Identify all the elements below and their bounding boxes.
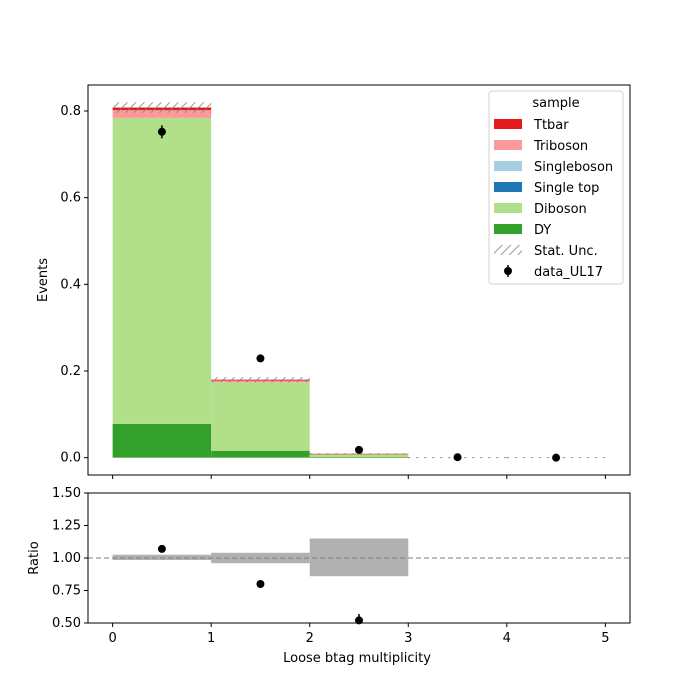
stat-unc-bin-0 [112,102,212,113]
stat-unc-bin-1 [211,377,310,383]
stack-bars [112,107,409,458]
main-x-axis-ticks [112,475,606,479]
legend-swatch-ttbar [494,119,522,129]
main-y-tick-label: 0.0 [60,451,81,466]
legend-title: sample [532,96,579,111]
legend-swatch-stat-unc [494,245,522,255]
bar-dy-bin-1 [211,450,310,458]
ratio-y-axis-label: Ratio [27,541,42,574]
x-axis-label: Loose btag multiplicity [283,651,431,666]
legend-items: Ttbar Triboson Singleboson Single top Diboso… [494,118,613,280]
data-point-0 [157,127,166,136]
bar-diboson-bin-0 [112,117,212,424]
main-y-tick-label: 0.2 [60,364,81,379]
x-tick-label: 0 [108,631,116,646]
data-points [157,125,561,462]
x-tick-label: 4 [503,631,511,646]
legend-swatch-data [504,267,512,275]
legend-swatch-dy [494,224,522,234]
bar-dy-bin-2 [309,456,409,458]
ratio-band-bin-2 [309,538,409,577]
main-y-tick-label: 0.4 [60,277,81,292]
ratio-point-2 [355,616,363,625]
ratio-y-tick-label: 1.00 [52,551,81,566]
main-y-tick-label: 0.6 [60,191,81,206]
legend-label-data: data_UL17 [534,265,603,280]
x-axis-ticks: 0 1 2 3 4 5 [108,623,610,646]
x-tick-label: 1 [207,631,215,646]
legend-swatch-diboson [494,203,522,213]
main-plot-area: 0.0 0.2 0.4 0.6 0.8 Events [36,84,631,479]
legend-swatch-single-top [494,182,522,192]
bar-dy-bin-0 [112,423,212,458]
main-y-axis-ticks: 0.0 0.2 0.4 0.6 0.8 [60,104,88,466]
x-tick-label: 2 [306,631,314,646]
data-point-3 [453,453,462,462]
bar-triboson-bin-0 [112,110,212,118]
ratio-y-tick-label: 0.75 [52,584,81,599]
legend-label-single-top: Single top [534,181,599,196]
ratio-points [157,544,363,625]
x-tick-label: 3 [404,631,412,646]
legend-label-stat-unc: Stat. Unc. [534,244,598,259]
bar-diboson-bin-2 [309,454,409,457]
legend-label-triboson: Triboson [533,139,588,154]
ratio-band-bin-0 [112,554,212,560]
ratio-point-0 [157,544,166,553]
bar-diboson-bin-1 [211,382,310,451]
ratio-y-tick-label: 0.50 [52,616,81,631]
main-plot-frame [87,84,631,476]
ratio-y-axis-ticks: 0.50 0.75 1.00 1.25 1.50 [52,486,88,631]
main-y-axis-label: Events [36,258,51,302]
data-point-1 [256,354,265,363]
legend-box [488,90,624,285]
ratio-point-1 [256,580,265,588]
legend: sample Ttbar Triboson Singleboson Single to… [488,90,624,285]
ratio-y-tick-label: 1.25 [52,519,81,534]
legend-swatch-singleboson [494,161,522,171]
legend-label-singleboson: Singleboson [534,160,613,175]
legend-label-ttbar: Ttbar [533,118,569,133]
legend-label-dy: DY [534,223,551,238]
main-y-tick-label: 0.8 [60,104,81,119]
ratio-plot-area: 0.50 0.75 1.00 1.25 1.50 0 1 2 3 4 5 Ratio Loose … [27,486,631,666]
legend-label-diboson: Diboson [534,202,587,217]
x-tick-label: 5 [601,631,609,646]
ratio-uncertainty-band [112,538,409,577]
data-point-2 [355,445,363,454]
ratio-y-tick-label: 1.50 [52,486,81,501]
data-point-4 [552,453,561,462]
legend-swatch-triboson [494,140,522,150]
